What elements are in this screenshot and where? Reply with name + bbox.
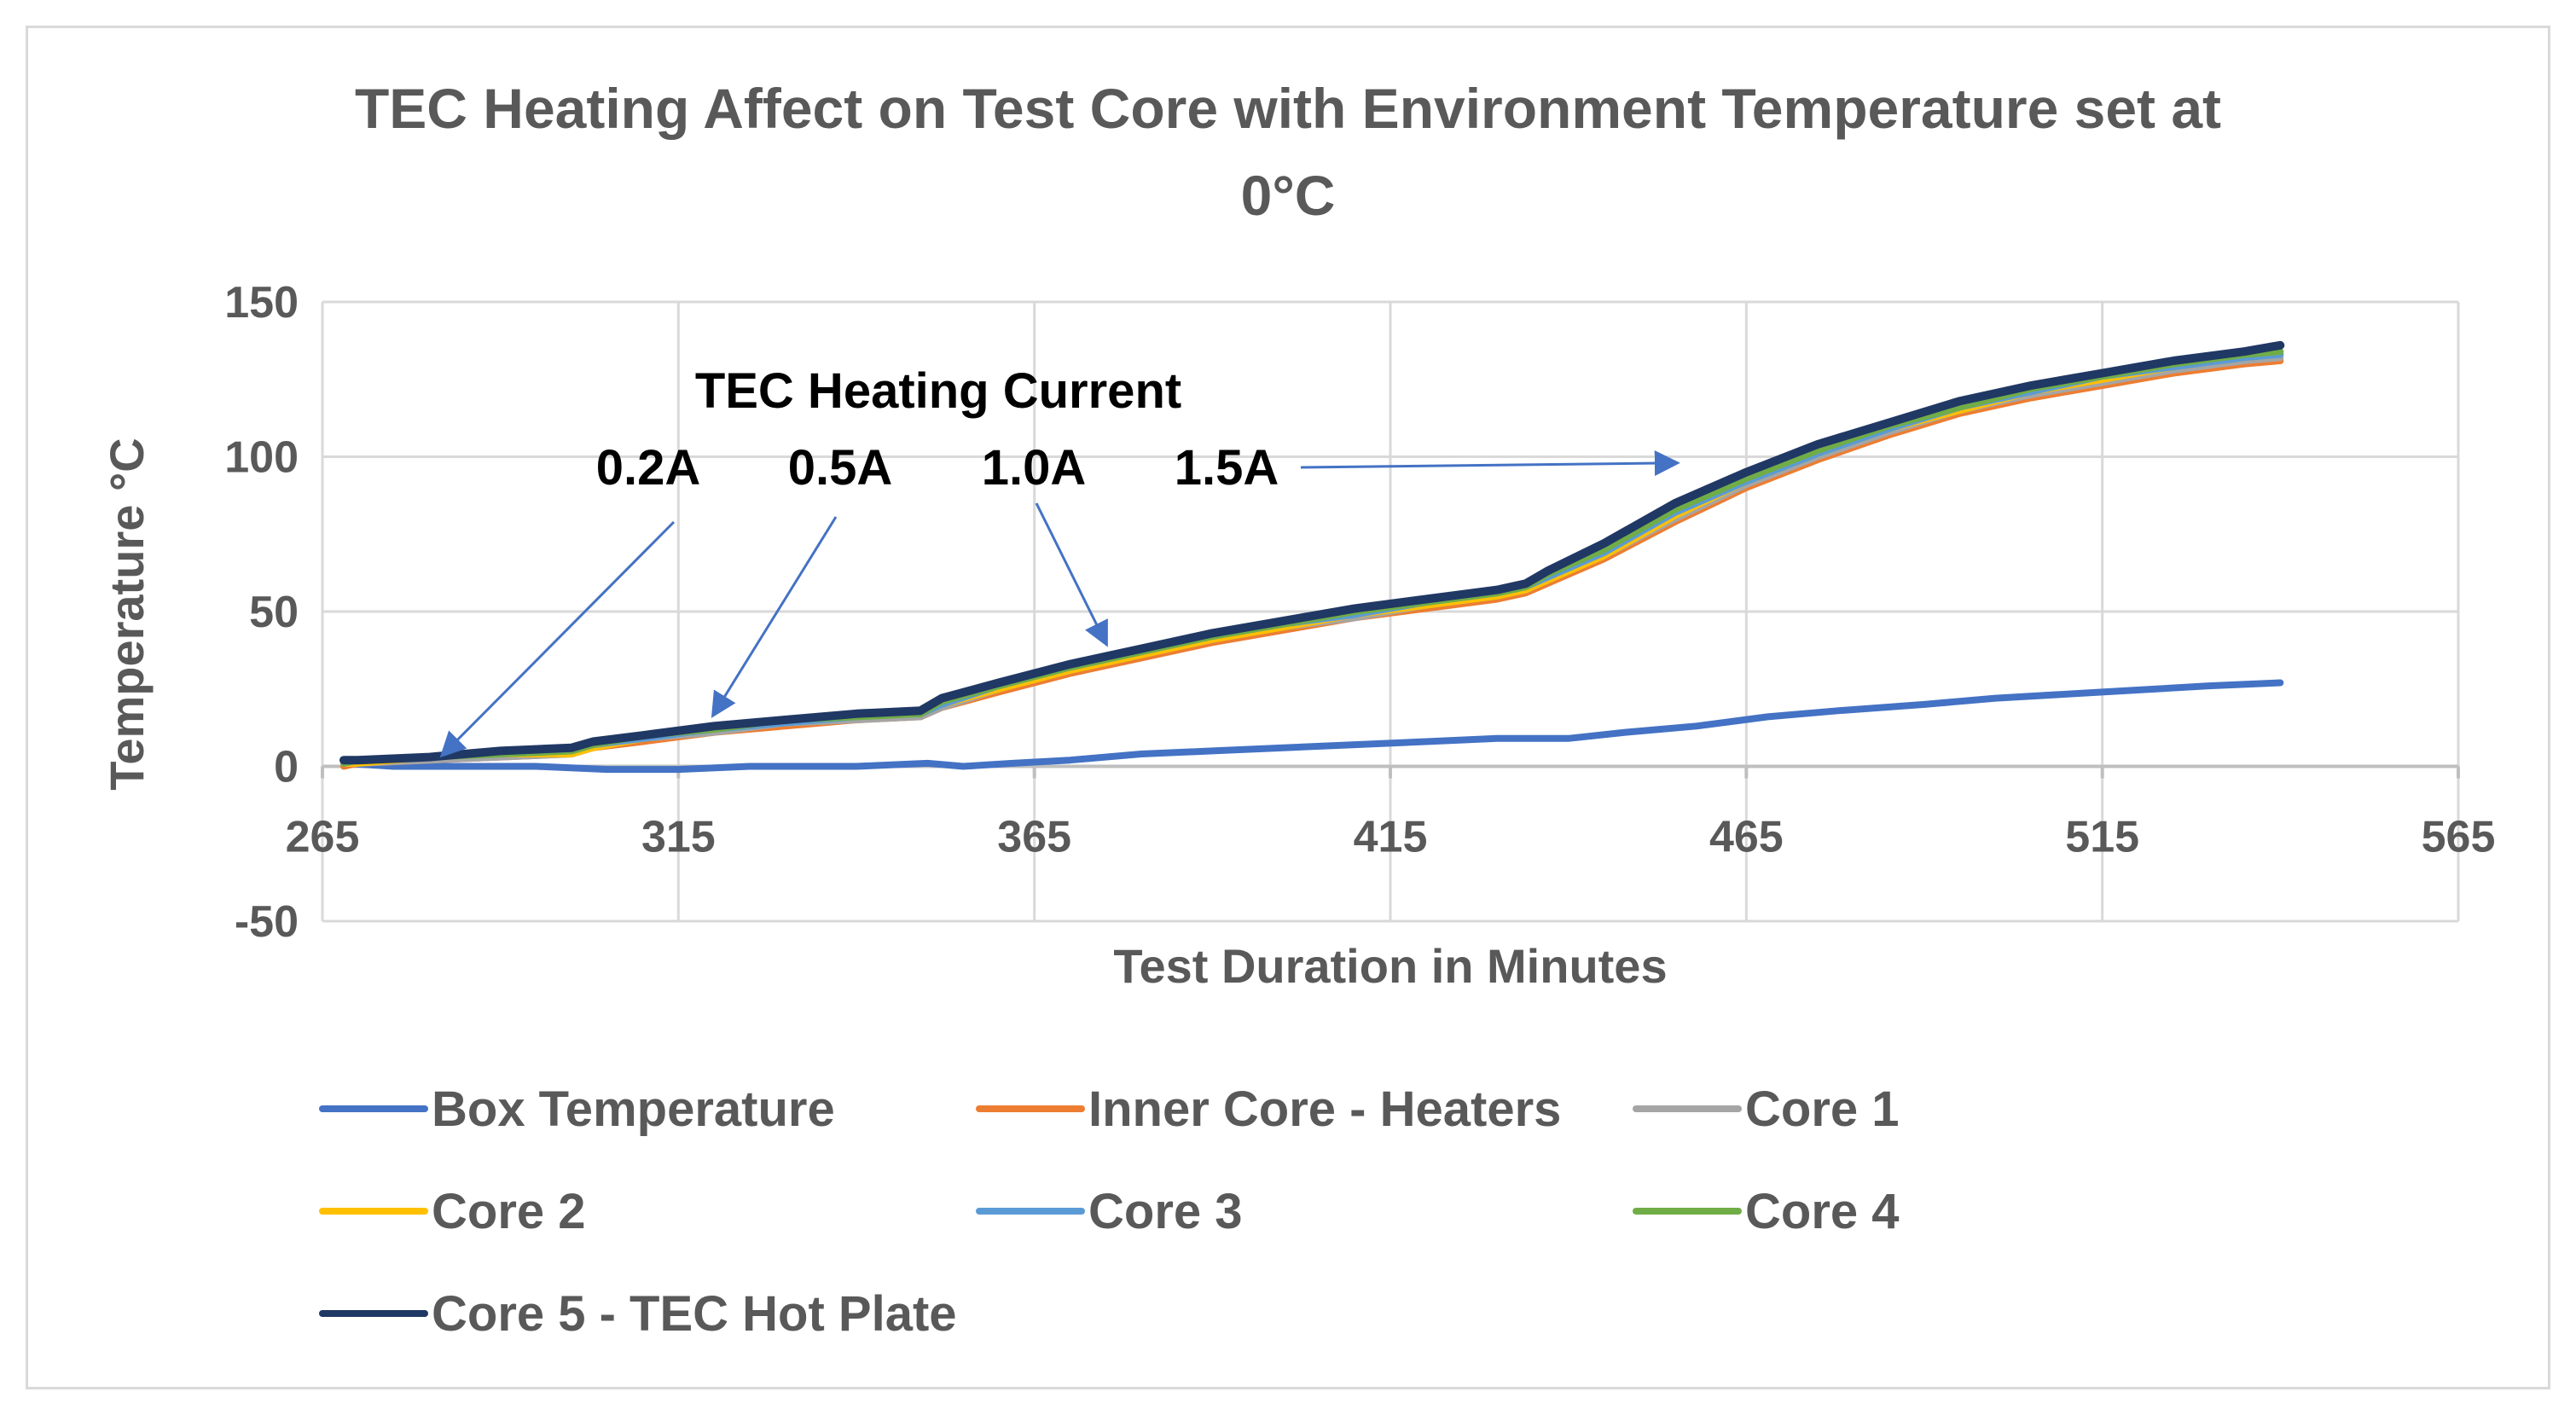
legend-label-1: Box Temperature: [432, 1082, 835, 1137]
y-tick-label: 50: [249, 588, 299, 637]
chart-title-line-1: TEC Heating Affect on Test Core with Env…: [355, 77, 2221, 140]
x-tick-label: 465: [1709, 813, 1784, 862]
x-tick-label: 515: [2065, 813, 2139, 862]
legend-label-5: Core 3: [1088, 1184, 1243, 1239]
current-arrow-4: [1300, 450, 1680, 477]
legend-label-3: Core 1: [1745, 1082, 1900, 1137]
y-tick-label: -50: [235, 897, 299, 947]
annotations: 0.2A 0.5A 1.0A 1.5A: [439, 440, 1680, 758]
legend: Box Temperature Inner Core - Heaters Core …: [319, 1082, 1900, 1342]
legend-label-7: Core 5 - TEC Hot Plate: [432, 1286, 957, 1342]
y-tick-label: 0: [274, 743, 299, 792]
series-line-7: [339, 340, 2285, 765]
current-arrow-1: [439, 520, 676, 758]
current-arrow-3: [1035, 502, 1108, 647]
current-label-2: 0.5A: [788, 440, 893, 496]
legend-label-2: Inner Core - Heaters: [1088, 1082, 1561, 1137]
annotation-title: TEC Heating Current: [695, 363, 1181, 419]
chart-title-line-2: 0°C: [1241, 164, 1336, 227]
y-tick-label: 100: [224, 433, 299, 483]
x-tick-label: 415: [1354, 813, 1428, 862]
x-tick-label: 565: [2422, 813, 2496, 862]
current-label-4: 1.5A: [1175, 440, 1279, 496]
current-label-1: 0.2A: [596, 440, 701, 496]
x-tick-label: 315: [641, 813, 716, 862]
axis-ticks: -50 0 50 100 150 265 315 365 415 465 515 565: [224, 278, 2495, 947]
legend-label-6: Core 4: [1745, 1184, 1900, 1239]
series-line-1: [340, 679, 2284, 774]
x-axis-title: Test Duration in Minutes: [1113, 939, 1667, 993]
chart-frame: [26, 26, 2550, 1389]
x-tick-label: 365: [997, 813, 1071, 862]
legend-label-4: Core 2: [432, 1184, 586, 1239]
current-label-3: 1.0A: [982, 440, 1087, 496]
current-arrow-2: [711, 516, 838, 718]
y-axis-title: Temperature °C: [100, 438, 154, 790]
x-tick-label: 265: [286, 813, 360, 862]
series-lines: [339, 340, 2285, 774]
y-tick-label: 150: [224, 278, 299, 328]
